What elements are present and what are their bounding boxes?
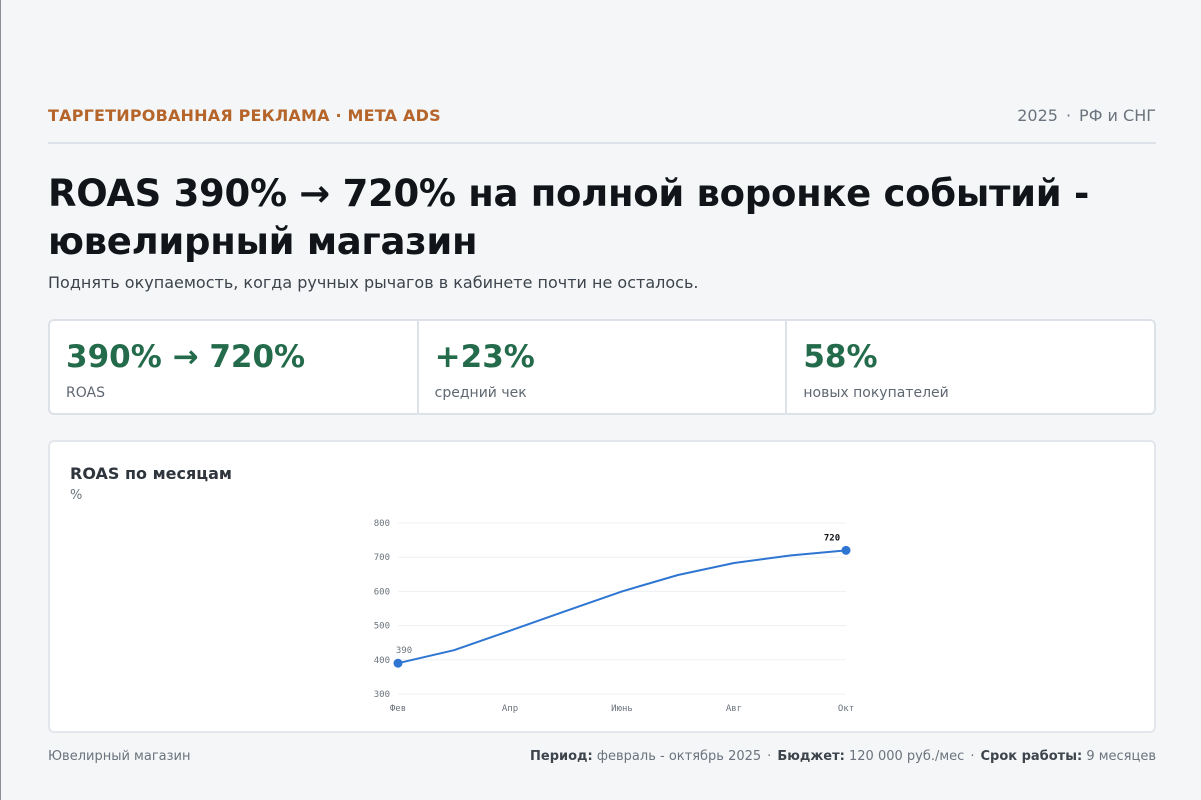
meta-info: 2025 · РФ и СНГ bbox=[1017, 106, 1156, 125]
budget-value: 120 000 руб./мес bbox=[849, 749, 965, 764]
kpi-label: средний чек bbox=[434, 385, 527, 401]
kpi-roas: 390% → 720% ROAS bbox=[50, 321, 417, 413]
budget-label: Бюджет: bbox=[777, 749, 845, 764]
page-subtitle: Поднять окупаемость, когда ручных рычаго… bbox=[48, 273, 699, 292]
top-bar: ТАРГЕТИРОВАННАЯ РЕКЛАМА · META ADS 2025 ·… bbox=[48, 104, 1156, 144]
chart-title: ROAS по месяцам bbox=[70, 464, 233, 483]
page-title: ROAS 390% → 720% на полной воронке событ… bbox=[48, 172, 1090, 263]
x-tick-label: Апр bbox=[502, 704, 518, 714]
region-text: РФ и СНГ bbox=[1079, 106, 1156, 125]
kpi-average-check: +23% средний чек bbox=[416, 321, 786, 413]
x-tick-label: Окт bbox=[838, 704, 854, 714]
client-name: Ювелирный магазин bbox=[48, 749, 191, 764]
project-details: Период: февраль - октябрь 2025 · Бюджет: 1… bbox=[530, 749, 1156, 764]
y-tick-label: 600 bbox=[374, 587, 390, 597]
data-point bbox=[841, 545, 851, 555]
roas-chart-card: ROAS по месяцам % 300 400 500 600 700 800 Фев А… bbox=[48, 440, 1156, 733]
chart-unit: % bbox=[70, 488, 83, 503]
y-tick-label: 300 bbox=[374, 690, 390, 700]
x-tick-label: Фев bbox=[390, 704, 406, 714]
category-eyebrow: ТАРГЕТИРОВАННАЯ РЕКЛАМА · META ADS bbox=[48, 106, 441, 125]
kpi-label: ROAS bbox=[66, 385, 105, 401]
x-tick-label: Июнь bbox=[611, 704, 633, 714]
y-tick-label: 800 bbox=[374, 519, 390, 529]
kpi-new-customers: 58% новых покупателей bbox=[785, 321, 1154, 413]
x-tick-label: Авг bbox=[726, 704, 742, 714]
case-page: ТАРГЕТИРОВАННАЯ РЕКЛАМА · META ADS 2025 ·… bbox=[48, 0, 1156, 800]
roas-line-chart: 300 400 500 600 700 800 Фев Апр Июнь Авг Окт 390 720 bbox=[374, 519, 854, 714]
y-tick-label: 500 bbox=[374, 622, 390, 632]
kpi-value: +23% bbox=[434, 339, 535, 375]
y-tick-label: 400 bbox=[374, 656, 390, 666]
data-point bbox=[393, 658, 403, 668]
separator-dot: · bbox=[970, 749, 975, 764]
year-text: 2025 bbox=[1017, 106, 1058, 125]
period-value: февраль - октябрь 2025 bbox=[596, 749, 762, 764]
kpi-label: новых покупателей bbox=[803, 385, 949, 401]
period-label: Период: bbox=[530, 749, 593, 764]
kpi-row: 390% → 720% ROAS +23% средний чек 58% но… bbox=[48, 319, 1156, 415]
kpi-value: 390% → 720% bbox=[66, 339, 306, 375]
kpi-value: 58% bbox=[803, 339, 878, 375]
data-label: 390 bbox=[396, 646, 412, 656]
roas-series-line bbox=[397, 549, 847, 665]
separator-dot: · bbox=[1065, 106, 1072, 125]
data-label: 720 bbox=[824, 533, 840, 543]
separator-dot: · bbox=[767, 749, 772, 764]
duration-label: Срок работы: bbox=[980, 749, 1083, 764]
y-tick-label: 700 bbox=[374, 553, 390, 563]
duration-value: 9 месяцев bbox=[1086, 749, 1156, 764]
